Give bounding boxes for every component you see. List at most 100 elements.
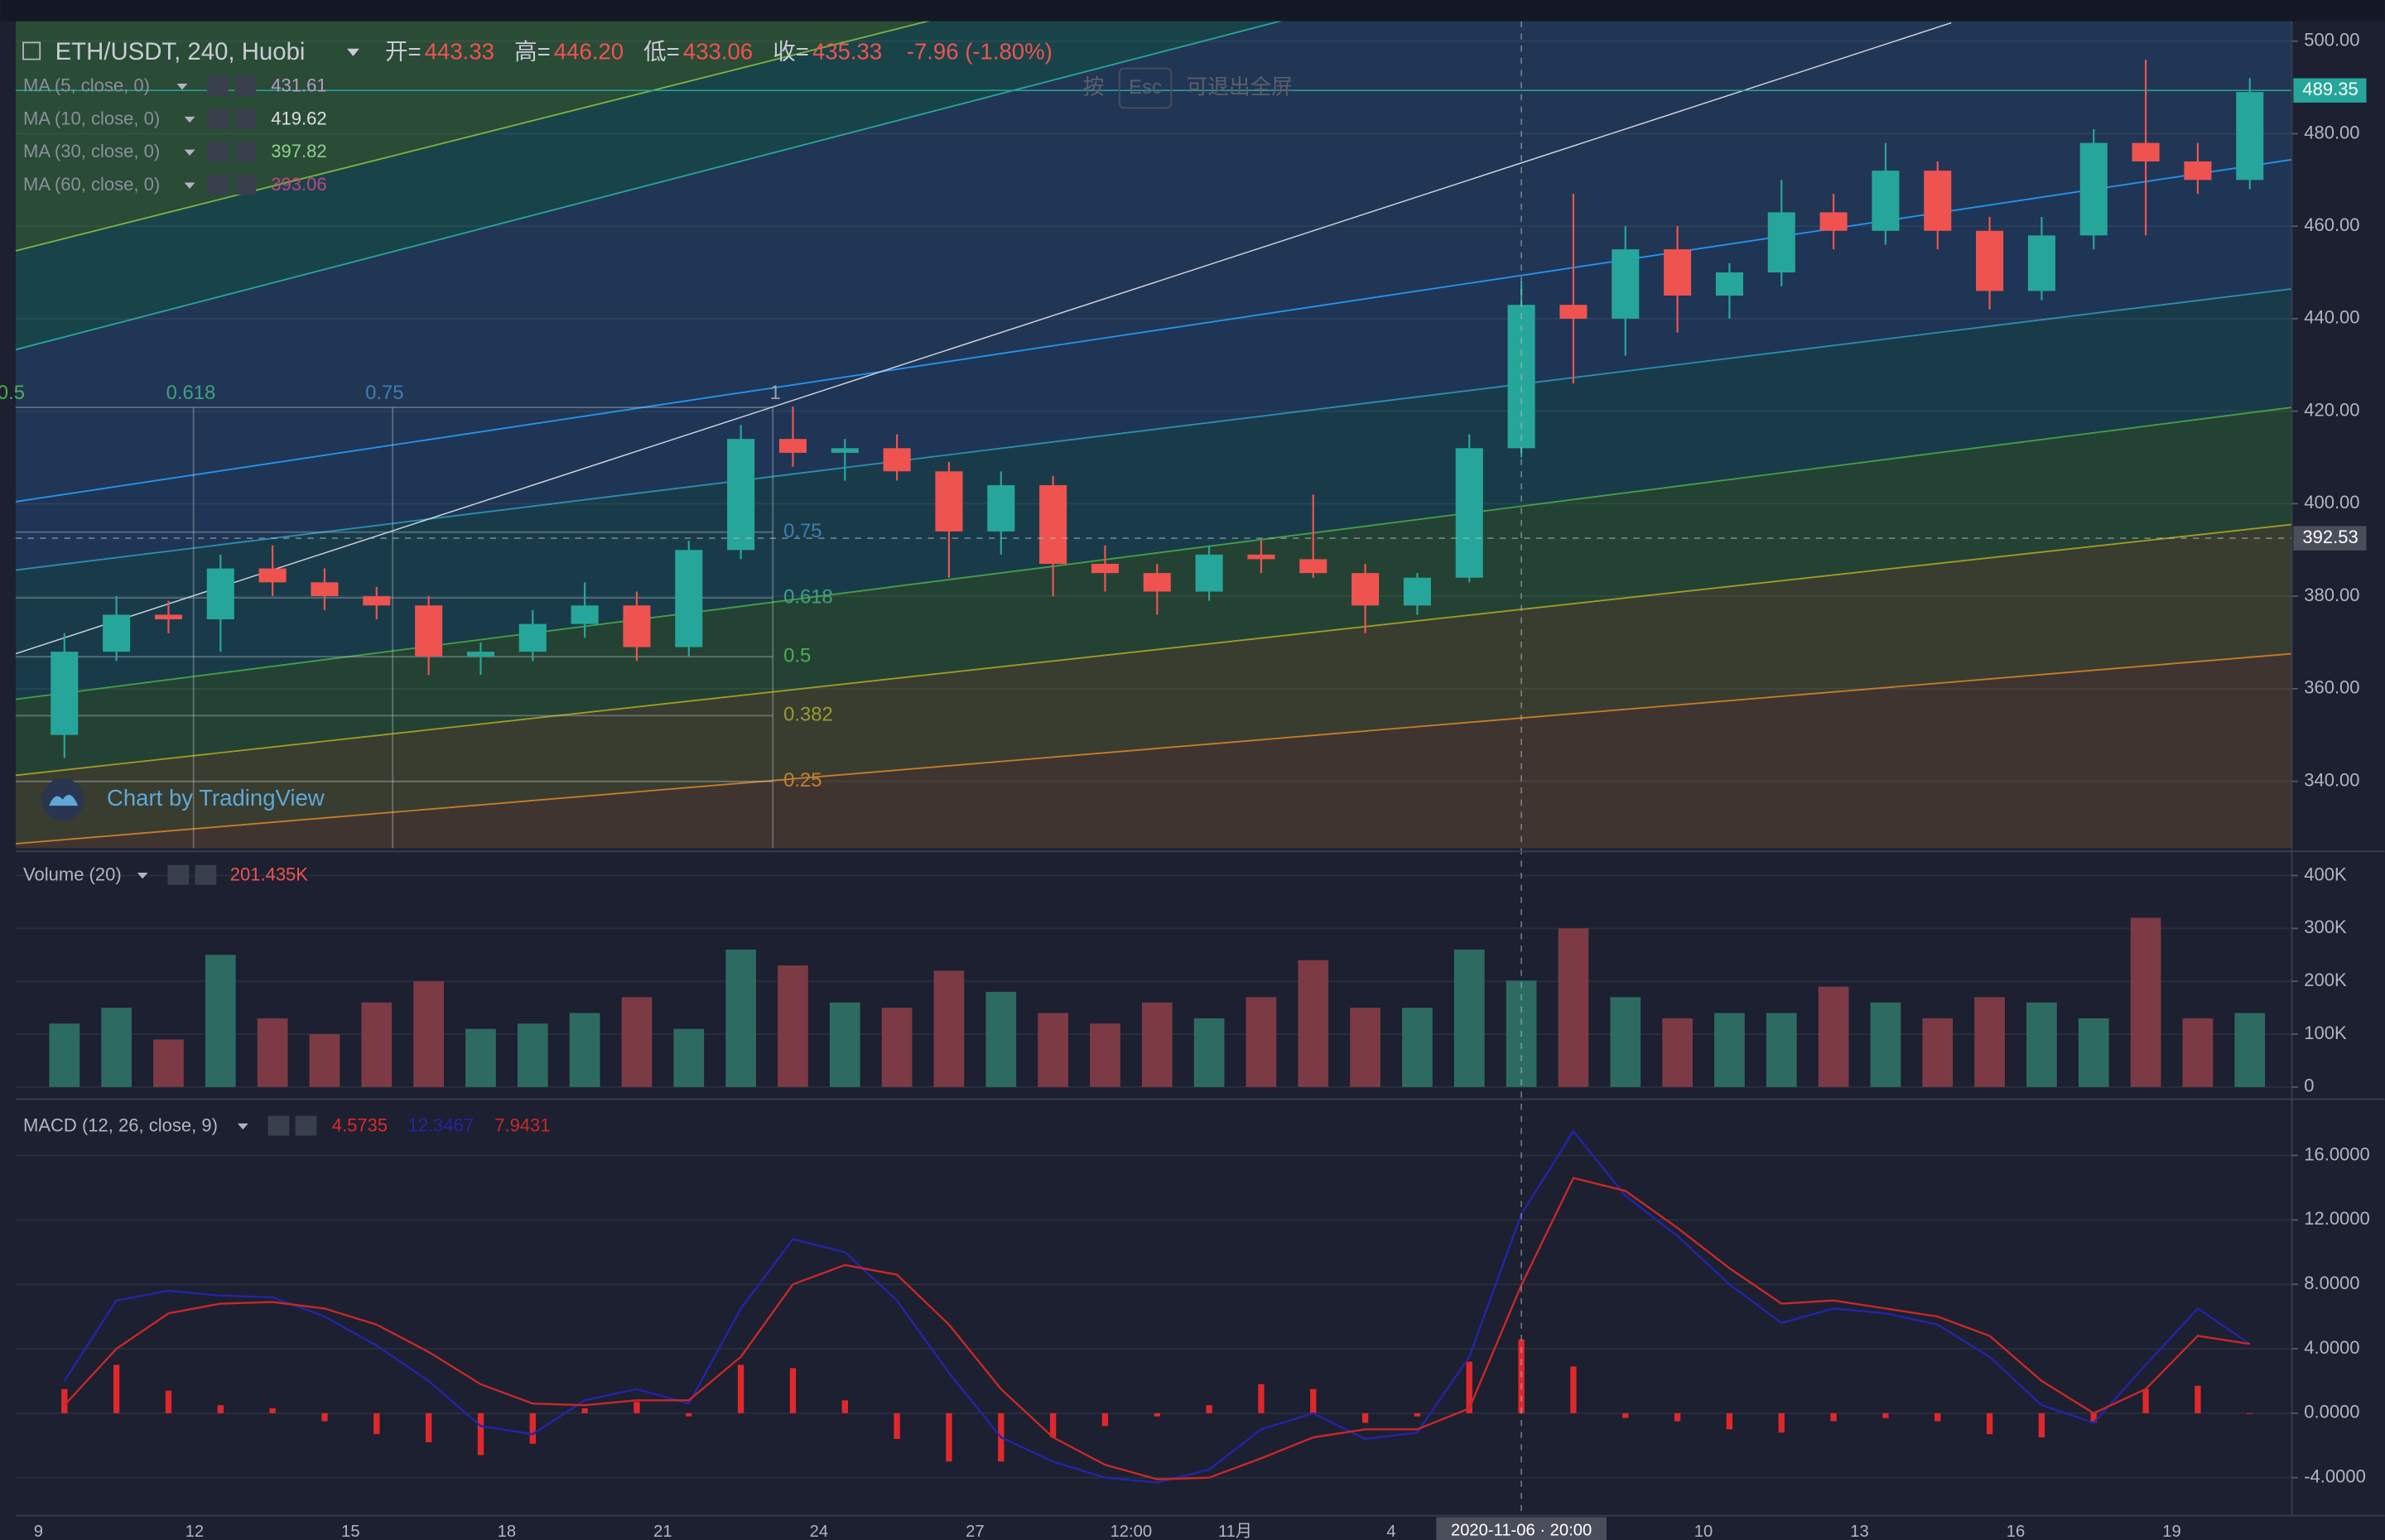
candle-body — [831, 448, 859, 453]
close-icon[interactable] — [295, 1115, 317, 1136]
x-tick-label: 4 — [1386, 1523, 1395, 1540]
macd-histogram-bar — [1049, 1412, 1057, 1438]
candle-body — [1872, 171, 1900, 231]
settings-icon[interactable] — [167, 864, 190, 885]
macd-histogram-bar — [1310, 1388, 1317, 1413]
macd-histogram-bar — [165, 1390, 172, 1413]
dropdown[interactable] — [237, 1123, 248, 1130]
crosshair-time-box — [1436, 1517, 1607, 1540]
macd-histogram-bar — [686, 1412, 692, 1417]
candle-body — [1924, 171, 1952, 231]
y-tick-label: 300K — [2304, 917, 2347, 937]
macd-histogram-bar — [1778, 1412, 1785, 1433]
close-icon[interactable] — [195, 864, 217, 885]
fib-label: 0.618 — [166, 382, 216, 404]
settings-icon — [207, 142, 229, 162]
candle-body — [1976, 230, 2004, 291]
macd-line — [63, 1177, 2250, 1480]
dropdown[interactable] — [176, 83, 188, 90]
candle-body — [518, 623, 547, 652]
fan-line — [15, 21, 931, 252]
fan-line — [15, 407, 2292, 700]
dropdown[interactable] — [347, 48, 359, 56]
y-tick-label: 12.0000 — [2304, 1208, 2370, 1229]
fib-label: 0.75 — [783, 520, 822, 542]
macd-histogram-bar — [1361, 1412, 1369, 1423]
macd-histogram-bar — [1674, 1412, 1681, 1422]
macd-histogram-bar — [1414, 1412, 1421, 1417]
volume-bar — [1766, 1013, 1797, 1087]
dropdown[interactable] — [137, 872, 148, 879]
macd-histogram-bar — [1726, 1412, 1733, 1430]
macd-histogram-bar — [1622, 1412, 1629, 1418]
watermark[interactable]: Chart by TradingView — [107, 785, 325, 811]
candle-body — [1767, 212, 1795, 273]
volume-bar — [1141, 1002, 1173, 1087]
hint: 可退出全屏 — [1187, 75, 1293, 99]
fib-label: 0.5 — [0, 382, 25, 404]
macd-value: 12.3467 — [408, 1114, 475, 1135]
fib-label: 0.25 — [783, 769, 822, 792]
macd-histogram-bar — [217, 1405, 224, 1413]
candle-body — [1247, 554, 1275, 560]
indicator-value: 393.06 — [271, 174, 326, 195]
fan-band — [15, 21, 2292, 251]
volume-bar — [1453, 949, 1485, 1087]
volume-bar — [985, 991, 1017, 1087]
hint: 按 — [1083, 75, 1105, 99]
volume-bar — [1193, 1018, 1225, 1087]
volume-bar — [621, 997, 653, 1087]
y-tick-label: 100K — [2304, 1023, 2347, 1043]
candle-body — [103, 614, 131, 652]
y-tick-label: 16.0000 — [2304, 1143, 2370, 1164]
macd-histogram-bar — [2090, 1412, 2097, 1423]
candle-body — [415, 605, 443, 657]
settings-icon[interactable] — [267, 1115, 290, 1136]
x-tick-label: 27 — [966, 1523, 984, 1540]
volume-bar — [1922, 1018, 1954, 1087]
collapse-icon[interactable] — [22, 41, 41, 60]
macd-histogram-bar — [269, 1408, 276, 1413]
volume-bar — [153, 1039, 184, 1087]
volume-bar — [517, 1023, 548, 1087]
ohlc-label: 低= — [643, 39, 680, 65]
y-tick-label: 0 — [2304, 1076, 2314, 1096]
dropdown[interactable] — [184, 182, 195, 189]
macd-hist-value: 4.5735 — [332, 1114, 388, 1135]
x-tick-label: 16 — [2007, 1523, 2025, 1540]
candle-body — [51, 652, 79, 735]
volume-bar — [465, 1028, 496, 1087]
fan-line — [15, 158, 2292, 503]
candle-body — [1352, 573, 1380, 606]
candle-body — [1091, 563, 1119, 574]
indicator-name: MA (10, close, 0) — [23, 108, 160, 128]
settings-icon — [207, 175, 229, 195]
macd-histogram-bar — [2142, 1388, 2149, 1413]
key-box — [1118, 67, 1173, 109]
volume-bar — [673, 1028, 705, 1087]
y-tick-label: 0.0000 — [2304, 1402, 2359, 1422]
candle-body — [2027, 235, 2055, 291]
candle-body — [2184, 161, 2212, 180]
y-tick-label: 500.00 — [2304, 30, 2359, 51]
candle-body — [1664, 249, 1692, 296]
volume-bar — [205, 955, 236, 1087]
candle-body — [1559, 305, 1588, 319]
volume-bar — [361, 1002, 393, 1087]
change: -7.96 (-1.80%) — [907, 39, 1053, 65]
macd-histogram-bar — [1154, 1412, 1160, 1417]
dropdown[interactable] — [184, 149, 195, 156]
y-tick-label: 200K — [2304, 970, 2347, 990]
candle-body — [154, 614, 182, 620]
dropdown[interactable] — [184, 116, 195, 123]
volume-legend: Volume (20) — [23, 864, 122, 884]
y-tick-label: 440.00 — [2304, 307, 2359, 328]
signal-value: 7.9431 — [494, 1114, 550, 1135]
close-icon — [234, 75, 256, 96]
volume-bar — [49, 1023, 80, 1087]
volume-bar — [1870, 1002, 1901, 1087]
volume-bar — [933, 970, 965, 1087]
volume-value: 201.435K — [230, 864, 309, 884]
axes: 340.00 360.00 380.00 400.00 420.00 440.00 460.… — [34, 30, 2370, 1540]
